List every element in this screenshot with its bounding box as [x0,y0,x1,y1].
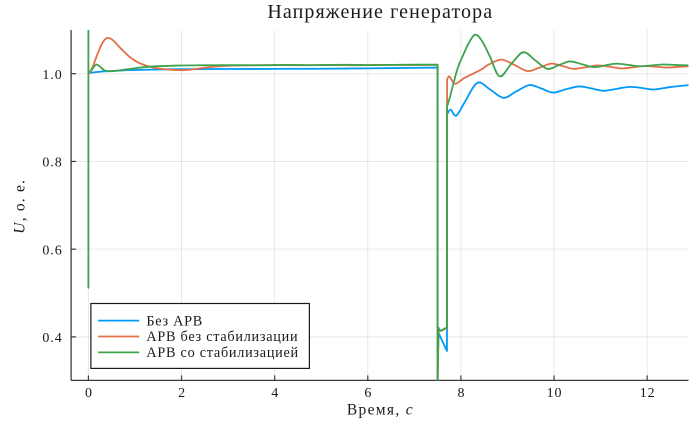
svg-text:12: 12 [640,386,656,401]
svg-text:8: 8 [457,386,465,401]
svg-text:Напряжение генератора: Напряжение генератора [267,1,493,23]
svg-text:0.6: 0.6 [42,243,62,258]
svg-text:2: 2 [178,386,186,401]
svg-text:Без АРВ: Без АРВ [146,313,203,329]
svg-text:0.4: 0.4 [42,331,62,346]
svg-text:10: 10 [547,386,563,401]
svg-text:0.8: 0.8 [42,156,62,171]
svg-text:4: 4 [271,386,279,401]
svg-text:АРВ без стабилизации: АРВ без стабилизации [146,329,298,345]
svg-text:U, о. е.: U, о. е. [12,179,29,234]
svg-text:АРВ со стабилизацией: АРВ со стабилизацией [146,345,299,361]
svg-text:1.0: 1.0 [42,68,62,83]
svg-text:Время, c: Время, c [347,401,414,418]
svg-text:0: 0 [85,386,93,401]
svg-text:6: 6 [364,386,372,401]
